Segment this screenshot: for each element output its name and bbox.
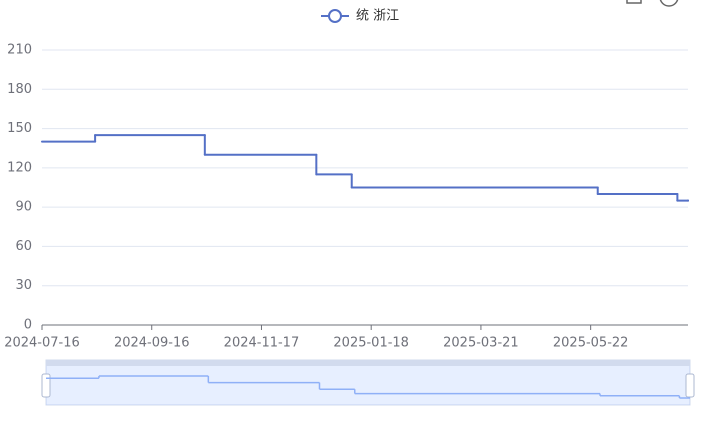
x-tick-label: 2024-11-17 — [224, 336, 300, 351]
x-tick-label: 2024-07-16 — [4, 336, 80, 351]
y-tick-label: 180 — [7, 82, 32, 97]
slider-handle[interactable] — [41, 373, 51, 398]
y-tick-label: 60 — [15, 239, 32, 254]
legend[interactable]: 统 浙江 — [321, 9, 399, 24]
x-tick-label: 2025-01-18 — [333, 336, 409, 351]
data-view-icon[interactable] — [626, 0, 642, 4]
x-tick-label: 2024-09-16 — [114, 336, 190, 351]
y-tick-label: 30 — [15, 278, 32, 293]
x-tick-label: 2025-03-21 — [443, 336, 519, 351]
toolbox[interactable] — [626, 0, 679, 7]
data-zoom[interactable] — [41, 359, 695, 406]
legend-label: 统 浙江 — [356, 9, 399, 24]
slider-bar[interactable] — [46, 360, 690, 366]
slider-selection[interactable] — [46, 366, 690, 405]
restore-icon[interactable] — [659, 0, 679, 7]
x-tick-label: 2025-05-22 — [553, 336, 629, 351]
slider-handle[interactable] — [685, 373, 695, 398]
y-tick-label: 0 — [24, 318, 32, 333]
y-tick-label: 210 — [7, 43, 32, 58]
y-tick-label: 90 — [15, 200, 32, 215]
y-tick-label: 150 — [7, 121, 32, 136]
y-tick-label: 120 — [7, 160, 32, 175]
slider-track — [45, 359, 691, 406]
legend-symbol — [328, 9, 342, 23]
